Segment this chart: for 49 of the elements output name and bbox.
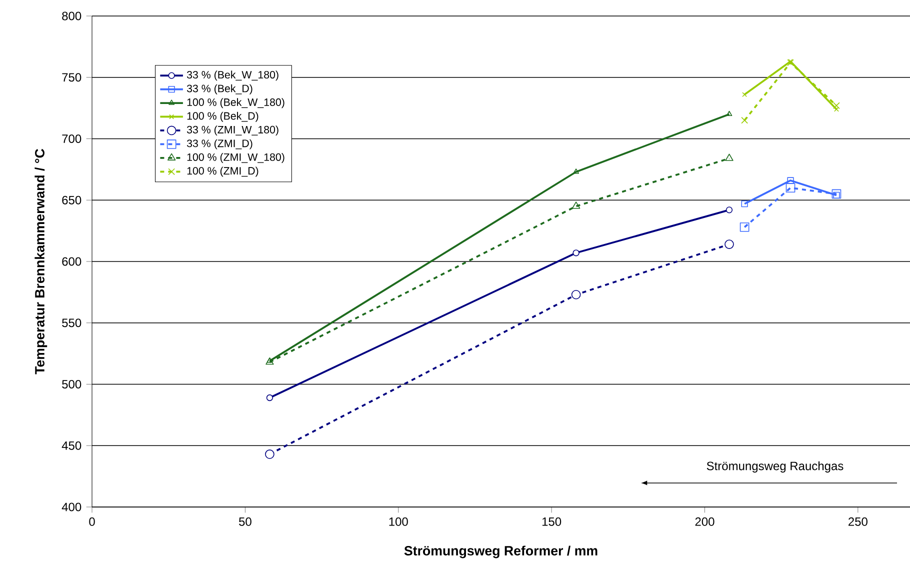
point — [266, 358, 273, 363]
y-tick-label: 700 — [62, 134, 82, 143]
point — [834, 106, 839, 112]
point — [741, 200, 748, 208]
point — [787, 177, 794, 184]
annotation: Strömungsweg Rauchgas — [706, 461, 844, 473]
legend-label: 33 % (ZMI_D) — [186, 139, 252, 150]
legend-label: 33 % (Bek_W_180) — [186, 70, 278, 81]
y-tick-label: 400 — [62, 502, 82, 512]
x-axis-title: Strömungsweg Reformer / mm — [404, 546, 598, 558]
point — [572, 250, 580, 256]
point — [572, 202, 580, 209]
x-tick-label: 0 — [89, 517, 95, 526]
legend-label: 33 % (Bek_D) — [186, 84, 252, 94]
point — [786, 183, 796, 193]
point — [740, 222, 750, 232]
point — [741, 116, 748, 124]
y-tick-label: 800 — [62, 12, 82, 20]
point — [724, 240, 734, 249]
legend-label: 100 % (Bek_D) — [187, 112, 258, 122]
point — [571, 290, 581, 300]
legend-label: 100 % (Bek_W_180) — [187, 98, 284, 108]
point — [742, 92, 748, 98]
legend-label: 100 % (ZMI_D) — [187, 166, 258, 177]
point — [787, 59, 794, 66]
point — [833, 192, 840, 199]
x-tick-label: 200 — [695, 517, 714, 526]
x-tick-label: 50 — [239, 517, 252, 526]
legend-label: 33 % (ZMI_W_180) — [186, 126, 278, 136]
y-tick-label: 650 — [62, 196, 82, 204]
point — [266, 357, 274, 365]
y-tick-label: 450 — [62, 441, 82, 450]
y-tick-label: 500 — [62, 380, 82, 388]
point — [725, 154, 734, 161]
x-tick-label: 250 — [848, 517, 868, 526]
x-tick-label: 100 — [389, 517, 408, 526]
point — [788, 58, 793, 64]
x-tick-label: 150 — [542, 517, 562, 526]
point — [726, 206, 733, 214]
y-tick-label: 750 — [62, 73, 82, 82]
point — [266, 394, 274, 402]
point — [833, 102, 840, 110]
y-tick-label: 600 — [62, 257, 82, 266]
y-tick-label: 550 — [62, 318, 82, 328]
legend-label: 100 % (ZMI_W_180) — [187, 153, 284, 164]
point — [265, 450, 274, 459]
y-axis-title: Temperatur Brennkammerwand / °C — [34, 148, 48, 374]
point — [573, 168, 580, 174]
point — [832, 189, 842, 199]
